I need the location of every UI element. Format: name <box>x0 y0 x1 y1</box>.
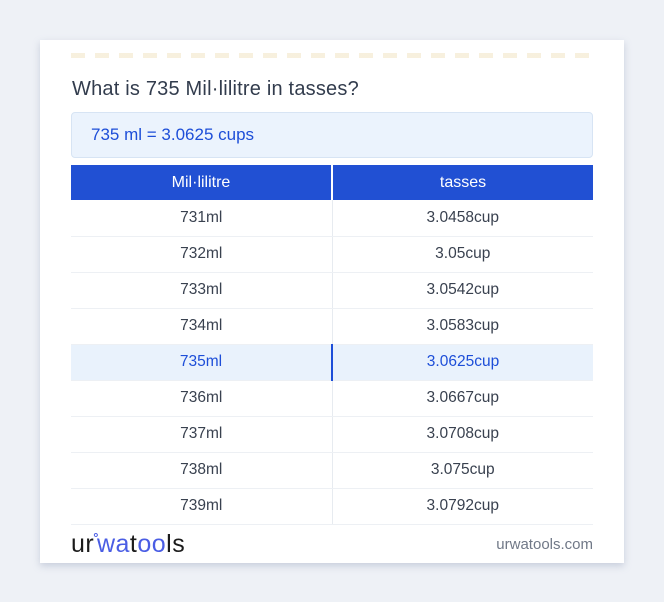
page-title: What is 735 Mil·lilitre in tasses? <box>72 78 359 100</box>
ml-cell: 738ml <box>71 452 333 489</box>
cup-cell: 3.075cup <box>332 452 593 489</box>
table-row: 737ml 3.0708cup <box>71 416 593 453</box>
ml-cell: 737ml <box>71 416 333 453</box>
table-body: 731ml 3.0458cup 732ml 3.05cup 733ml 3.05… <box>71 200 593 525</box>
cup-cell: 3.0583cup <box>332 308 593 345</box>
cup-cell: 3.05cup <box>332 236 593 273</box>
logo-part: oo <box>137 530 167 558</box>
cup-cell: 3.0458cup <box>332 200 593 237</box>
column-header-millilitre: Mil·lilitre <box>71 165 333 200</box>
site-domain-link[interactable]: urwatools.com <box>496 535 593 553</box>
result-box: 735 ml = 3.0625 cups <box>71 112 593 158</box>
logo-ring-icon: ° <box>93 530 99 545</box>
ml-cell: 734ml <box>71 308 333 345</box>
table-row: 733ml 3.0542cup <box>71 272 593 309</box>
logo[interactable]: ur°watools <box>71 531 185 557</box>
footer: ur°watools urwatools.com <box>71 525 593 564</box>
logo-part: t <box>129 530 138 558</box>
ml-cell: 739ml <box>71 488 333 525</box>
logo-part: ls <box>166 530 186 558</box>
cup-cell: 3.0792cup <box>332 488 593 525</box>
column-header-tasses: tasses <box>332 165 593 200</box>
table-header: Mil·lilitre tasses <box>71 165 593 200</box>
table-row: 738ml 3.075cup <box>71 452 593 489</box>
cup-cell: 3.0542cup <box>332 272 593 309</box>
card-top-pattern <box>71 53 593 58</box>
converter-card: What is 735 Mil·lilitre in tasses? 735 m… <box>40 40 624 563</box>
ml-cell: 733ml <box>71 272 333 309</box>
table-row: 736ml 3.0667cup <box>71 380 593 417</box>
table-row: 739ml 3.0792cup <box>71 488 593 525</box>
logo-part: wa <box>96 530 130 558</box>
ml-cell: 731ml <box>71 200 333 237</box>
ml-cell: 735ml <box>71 344 333 381</box>
cup-cell: 3.0625cup <box>332 344 593 381</box>
conversion-table: Mil·lilitre tasses 731ml 3.0458cup 732ml… <box>71 165 593 525</box>
table-header-row: Mil·lilitre tasses <box>71 165 593 200</box>
ml-cell: 732ml <box>71 236 333 273</box>
result-text: 735 ml = 3.0625 cups <box>91 125 255 144</box>
logo-part: ur <box>71 530 95 558</box>
table-row: 731ml 3.0458cup <box>71 200 593 237</box>
table-row: 732ml 3.05cup <box>71 236 593 273</box>
table-row: 734ml 3.0583cup <box>71 308 593 345</box>
table-row-current: 735ml 3.0625cup <box>71 344 593 381</box>
cup-cell: 3.0708cup <box>332 416 593 453</box>
ml-cell: 736ml <box>71 380 333 417</box>
cup-cell: 3.0667cup <box>332 380 593 417</box>
